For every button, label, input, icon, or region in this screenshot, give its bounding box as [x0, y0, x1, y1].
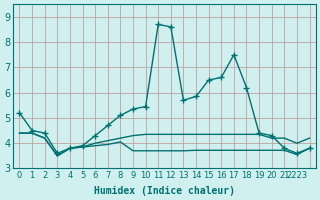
X-axis label: Humidex (Indice chaleur): Humidex (Indice chaleur)	[94, 186, 235, 196]
